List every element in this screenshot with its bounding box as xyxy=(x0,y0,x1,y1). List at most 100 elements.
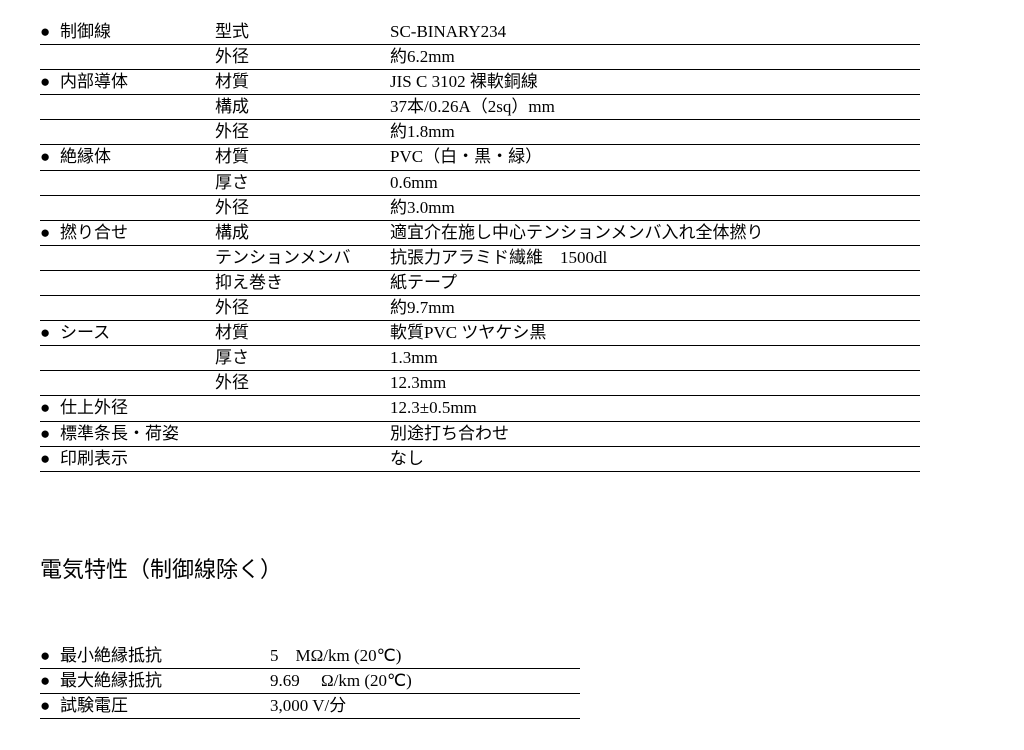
value-cell: 12.3±0.5mm xyxy=(390,396,920,421)
bullet-cell: ● xyxy=(40,145,60,170)
category-cell: 制御線 xyxy=(60,20,215,45)
table-row: 外径約1.8mm xyxy=(40,120,920,145)
electrical-section-title: 電気特性（制御線除く） xyxy=(40,552,984,584)
table-row: ●最大絶縁抵抗9.69 Ω/km (20℃) xyxy=(40,668,580,693)
category-cell: 内部導体 xyxy=(60,70,215,95)
bullet-cell xyxy=(40,296,60,321)
bullet-cell: ● xyxy=(40,668,60,693)
bullet-cell xyxy=(40,195,60,220)
property-cell: 構成 xyxy=(215,220,390,245)
category-cell: 印刷表示 xyxy=(60,446,215,471)
value-cell: 約1.8mm xyxy=(390,120,920,145)
property-cell: 抑え巻き xyxy=(215,270,390,295)
table-row: 厚さ1.3mm xyxy=(40,346,920,371)
category-cell xyxy=(60,245,215,270)
spec-table: ●制御線型式SC-BINARY234外径約6.2mm●内部導体材質JIS C 3… xyxy=(40,20,920,472)
value-cell: なし xyxy=(390,446,920,471)
table-row: 厚さ0.6mm xyxy=(40,170,920,195)
value-cell: 0.6mm xyxy=(390,170,920,195)
property-cell: 材質 xyxy=(215,145,390,170)
bullet-cell xyxy=(40,120,60,145)
electrical-table: ●最小絶縁抵抗5 MΩ/km (20℃)●最大絶縁抵抗9.69 Ω/km (20… xyxy=(40,644,580,719)
bullet-cell xyxy=(40,95,60,120)
table-row: ●印刷表示 なし xyxy=(40,446,920,471)
property-cell xyxy=(215,396,390,421)
bullet-cell: ● xyxy=(40,693,60,718)
property-cell: 外径 xyxy=(215,371,390,396)
value-cell: 紙テープ xyxy=(390,270,920,295)
label-cell: 最大絶縁抵抗 xyxy=(60,668,270,693)
bullet-cell xyxy=(40,45,60,70)
value-cell: 1.3mm xyxy=(390,346,920,371)
table-row: テンションメンバ抗張力アラミド繊維 1500dl xyxy=(40,245,920,270)
property-cell: 厚さ xyxy=(215,170,390,195)
value-cell: 3,000 V/分 xyxy=(270,693,580,718)
category-cell: シース xyxy=(60,321,215,346)
bullet-cell xyxy=(40,245,60,270)
property-cell: テンションメンバ xyxy=(215,245,390,270)
property-cell: 厚さ xyxy=(215,346,390,371)
value-cell: 37本/0.26A（2sq）mm xyxy=(390,95,920,120)
table-row: ●最小絶縁抵抗5 MΩ/km (20℃) xyxy=(40,644,580,669)
bullet-cell: ● xyxy=(40,421,60,446)
table-row: ●撚り合せ構成適宜介在施し中心テンションメンバ入れ全体撚り xyxy=(40,220,920,245)
category-cell xyxy=(60,45,215,70)
property-cell: 材質 xyxy=(215,321,390,346)
property-cell: 外径 xyxy=(215,45,390,70)
table-row: ●仕上外径 12.3±0.5mm xyxy=(40,396,920,421)
value-cell: PVC（白・黒・緑） xyxy=(390,145,920,170)
value-cell: 約3.0mm xyxy=(390,195,920,220)
label-cell: 試験電圧 xyxy=(60,693,270,718)
table-row: 抑え巻き紙テープ xyxy=(40,270,920,295)
category-cell xyxy=(60,371,215,396)
property-cell xyxy=(215,446,390,471)
property-cell xyxy=(215,421,390,446)
property-cell: 外径 xyxy=(215,296,390,321)
property-cell: 型式 xyxy=(215,20,390,45)
table-row: ●絶縁体材質PVC（白・黒・緑） xyxy=(40,145,920,170)
category-cell xyxy=(60,120,215,145)
table-row: ●標準条長・荷姿別途打ち合わせ xyxy=(40,421,920,446)
label-cell: 最小絶縁抵抗 xyxy=(60,644,270,669)
bullet-cell xyxy=(40,270,60,295)
bullet-cell: ● xyxy=(40,220,60,245)
table-row: ●内部導体材質JIS C 3102 裸軟銅線 xyxy=(40,70,920,95)
table-row: 構成37本/0.26A（2sq）mm xyxy=(40,95,920,120)
value-cell: JIS C 3102 裸軟銅線 xyxy=(390,70,920,95)
value-cell: 12.3mm xyxy=(390,371,920,396)
category-cell xyxy=(60,270,215,295)
bullet-cell: ● xyxy=(40,644,60,669)
value-cell: 約6.2mm xyxy=(390,45,920,70)
table-row: ●シース材質軟質PVC ツヤケシ黒 xyxy=(40,321,920,346)
property-cell: 外径 xyxy=(215,120,390,145)
value-cell: 抗張力アラミド繊維 1500dl xyxy=(390,245,920,270)
category-cell xyxy=(60,195,215,220)
bullet-cell xyxy=(40,170,60,195)
category-cell xyxy=(60,346,215,371)
bullet-cell: ● xyxy=(40,20,60,45)
bullet-cell: ● xyxy=(40,446,60,471)
bullet-cell: ● xyxy=(40,321,60,346)
category-cell xyxy=(60,95,215,120)
category-cell xyxy=(60,170,215,195)
property-cell: 構成 xyxy=(215,95,390,120)
value-cell: 約9.7mm xyxy=(390,296,920,321)
bullet-cell xyxy=(40,371,60,396)
value-cell: 9.69 Ω/km (20℃) xyxy=(270,668,580,693)
property-cell: 外径 xyxy=(215,195,390,220)
property-cell: 材質 xyxy=(215,70,390,95)
category-cell: 絶縁体 xyxy=(60,145,215,170)
table-row: 外径約9.7mm xyxy=(40,296,920,321)
value-cell: 軟質PVC ツヤケシ黒 xyxy=(390,321,920,346)
bullet-cell: ● xyxy=(40,396,60,421)
value-cell: SC-BINARY234 xyxy=(390,20,920,45)
category-cell: 仕上外径 xyxy=(60,396,215,421)
value-cell: 5 MΩ/km (20℃) xyxy=(270,644,580,669)
table-row: 外径約3.0mm xyxy=(40,195,920,220)
category-cell xyxy=(60,296,215,321)
category-cell: 撚り合せ xyxy=(60,220,215,245)
bullet-cell: ● xyxy=(40,70,60,95)
value-cell: 適宜介在施し中心テンションメンバ入れ全体撚り xyxy=(390,220,920,245)
value-cell: 別途打ち合わせ xyxy=(390,421,920,446)
table-row: ●制御線型式SC-BINARY234 xyxy=(40,20,920,45)
